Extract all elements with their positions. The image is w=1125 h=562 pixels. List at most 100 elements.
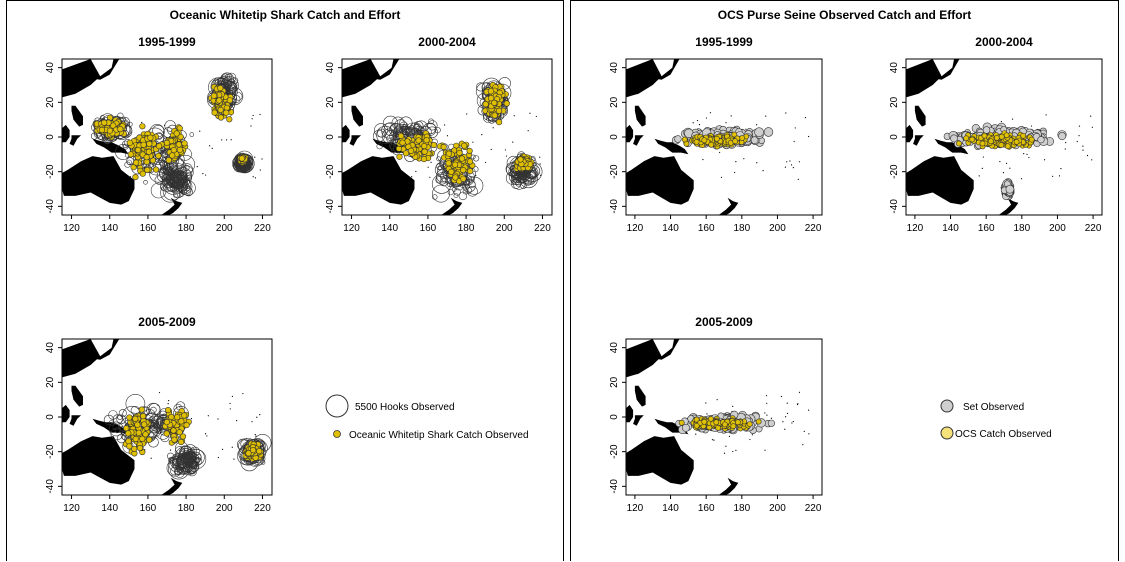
island-dot <box>1091 126 1093 128</box>
catch-point <box>125 438 132 445</box>
island-dot <box>217 456 219 459</box>
island-dot <box>807 409 810 411</box>
left-figure-panel: 1995-1999 120 140 160 180 200 220 -40 -20 0 20 40 20… <box>6 0 564 561</box>
land-mass-4 <box>633 415 644 426</box>
catch-point <box>1020 132 1027 139</box>
island-dot <box>229 408 231 410</box>
catch-point <box>445 150 453 157</box>
catch-point <box>132 415 139 423</box>
catch-point <box>136 444 144 452</box>
island-dot <box>485 161 487 164</box>
island-dot <box>196 166 198 168</box>
effort-point <box>172 167 193 187</box>
island-dot <box>692 122 694 124</box>
island-dot <box>706 413 708 415</box>
x-tick-label: 140 <box>101 223 118 234</box>
effort-point <box>150 406 157 414</box>
catch-point <box>179 433 187 440</box>
effort-point <box>754 127 764 137</box>
catch-point <box>1004 143 1011 150</box>
catch-point <box>132 435 139 443</box>
plot-title-right-0: 1995-1999 <box>695 35 753 49</box>
effort-point <box>763 127 774 137</box>
catch-point <box>713 135 720 142</box>
x-tick-label: 160 <box>140 223 157 234</box>
effort-point <box>176 180 188 192</box>
island-dot <box>230 139 232 141</box>
island-dot <box>764 449 766 451</box>
island-dot <box>204 433 207 435</box>
catch-point <box>217 84 224 92</box>
catch-point <box>238 155 245 162</box>
catch-point <box>141 421 148 428</box>
figure-title-left: Oceanic Whitetip Shark Catch and Effort <box>170 8 401 22</box>
catch-point <box>693 138 700 145</box>
catch-point <box>420 156 428 163</box>
effort-point <box>127 121 133 127</box>
effort-point <box>767 419 775 427</box>
island-dot <box>411 176 413 178</box>
catch-point <box>678 419 685 426</box>
y-tick-label: 0 <box>889 134 900 140</box>
catch-point <box>430 141 438 149</box>
island-dot <box>206 435 208 437</box>
effort-point <box>414 120 428 134</box>
effort-point <box>116 433 127 444</box>
effort-point <box>528 174 534 180</box>
catch-point <box>981 132 988 139</box>
catch-point <box>174 414 181 421</box>
land-mass-7 <box>161 477 183 495</box>
land-mass-7 <box>718 197 739 215</box>
y-tick-label: 40 <box>45 342 56 354</box>
island-dot <box>158 391 161 394</box>
legend-catch-symbol <box>940 426 954 440</box>
y-tick-label: -20 <box>609 444 620 459</box>
catch-point <box>217 114 225 121</box>
island-dot <box>720 176 723 178</box>
effort-point <box>180 163 193 176</box>
effort-point <box>1005 184 1015 194</box>
island-dot <box>254 434 256 436</box>
effort-point <box>447 189 454 196</box>
catch-point <box>998 133 1005 140</box>
island-dot <box>1043 159 1046 161</box>
island-dot <box>259 169 261 171</box>
island-dot <box>259 113 261 116</box>
island-dot <box>1000 120 1002 123</box>
right-figure-panel: 1995-1999 120 140 160 180 200 220 -40 -20 0 20 40 20… <box>570 0 1119 561</box>
catch-point <box>138 406 145 413</box>
effort-point <box>498 77 511 90</box>
catch-point <box>456 149 463 156</box>
land-mass-6 <box>90 339 120 360</box>
island-dot <box>225 139 228 141</box>
catch-point <box>399 139 406 146</box>
catch-point <box>163 139 171 146</box>
y-tick-label: -40 <box>325 199 336 214</box>
catch-point <box>245 450 252 457</box>
island-dot <box>492 127 494 129</box>
catch-point <box>445 160 452 167</box>
island-dot <box>1078 125 1081 127</box>
effort-point <box>168 167 174 173</box>
y-tick-label: 20 <box>609 376 620 388</box>
island-dot <box>784 428 786 430</box>
x-tick-label: 180 <box>178 503 195 514</box>
land-mass-4 <box>69 135 82 146</box>
island-dot <box>527 130 529 132</box>
island-dot <box>792 420 794 423</box>
catch-point <box>226 116 233 123</box>
x-tick-label: 220 <box>254 503 271 514</box>
catch-point <box>98 126 106 134</box>
island-dot <box>745 128 747 130</box>
effort-point <box>389 138 396 145</box>
y-tick-label: 40 <box>325 62 336 74</box>
effort-point <box>400 125 406 132</box>
island-dot <box>785 112 787 114</box>
effort-point <box>453 193 459 198</box>
effort-point <box>434 127 441 134</box>
effort-point <box>173 168 180 174</box>
x-tick-label: 180 <box>733 503 750 514</box>
land-mass-2 <box>626 124 634 143</box>
effort-point <box>189 132 195 137</box>
island-dot <box>999 160 1001 163</box>
